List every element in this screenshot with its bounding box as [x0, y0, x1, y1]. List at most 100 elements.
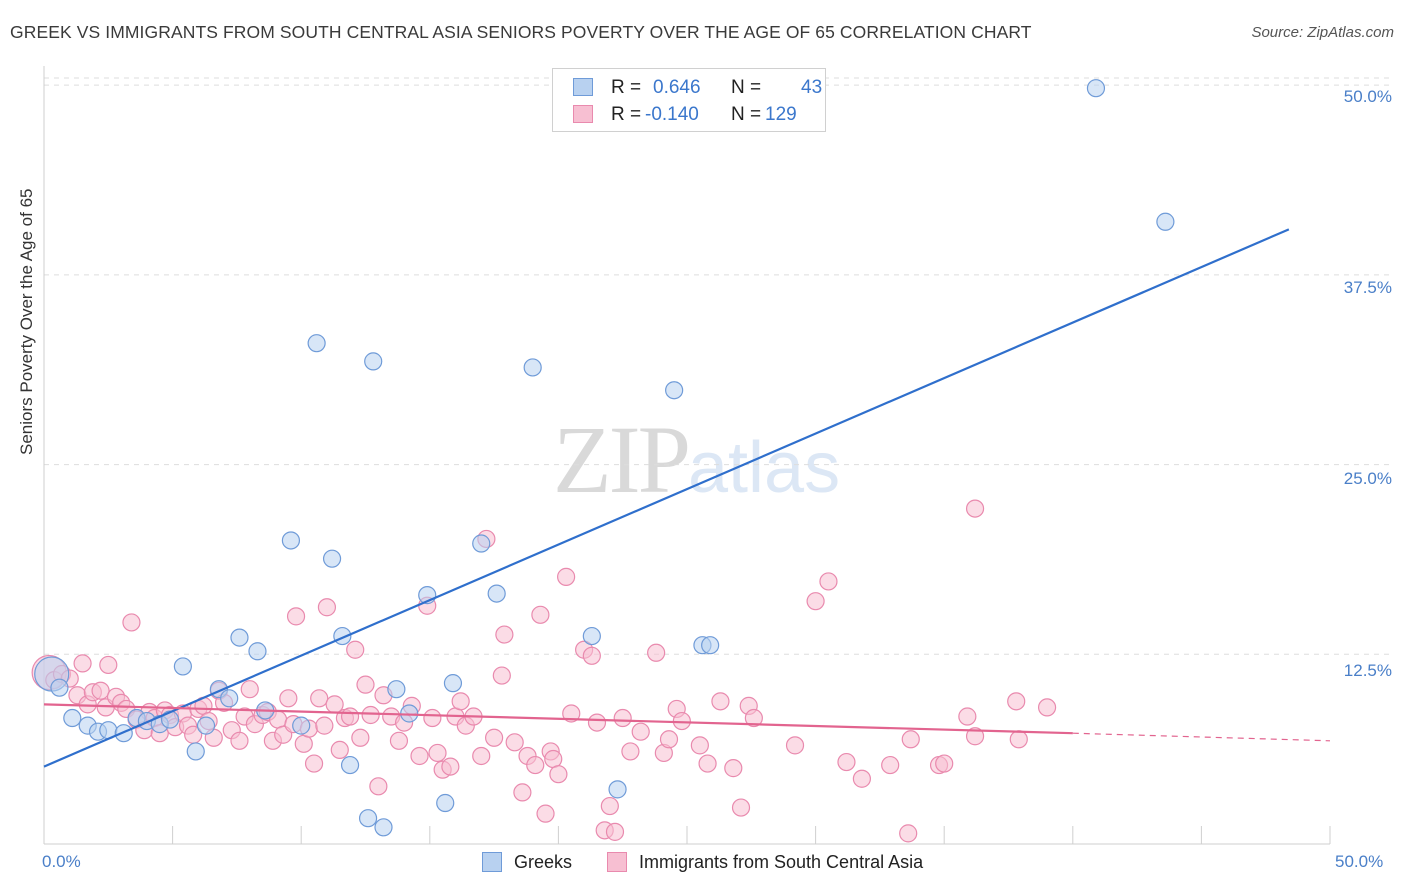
immigrants-point [485, 728, 504, 747]
immigrants-point [659, 730, 679, 749]
immigrants-point [899, 824, 918, 843]
greeks-point [292, 716, 311, 735]
x-tick-label: 0.0% [42, 852, 81, 871]
r-value: 0.646 [653, 77, 701, 98]
immigrants-point [410, 746, 429, 766]
immigrants-point [73, 654, 92, 673]
grid-lines [44, 77, 1393, 655]
immigrants-point [557, 567, 576, 586]
immigrants-point [505, 733, 524, 752]
greeks-point [665, 381, 684, 400]
immigrants-point [122, 613, 141, 632]
n-value: 43 [801, 77, 823, 98]
greeks-point [248, 642, 267, 661]
y-tick-label: 37.5% [1343, 278, 1392, 297]
greeks-point [220, 689, 239, 708]
immigrants-point [582, 646, 601, 665]
immigrants-point [837, 752, 856, 772]
immigrants-point [513, 783, 532, 802]
immigrants-point [356, 675, 375, 694]
immigrants-swatch [607, 852, 627, 872]
immigrants-point [495, 625, 514, 644]
immigrants-point [526, 755, 545, 775]
greeks-point [374, 818, 393, 837]
greeks-point [387, 680, 406, 699]
immigrants-point [279, 689, 298, 708]
immigrants-point [330, 740, 349, 760]
immigrants-point [958, 707, 977, 726]
immigrants-point [369, 777, 388, 796]
immigrants-point [346, 640, 365, 659]
immigrants-point [698, 754, 717, 773]
greeks-point [436, 793, 455, 813]
immigrants-trend-extension [1072, 732, 1331, 742]
immigrants-trend-line [43, 703, 1073, 735]
greeks-point [364, 352, 383, 371]
immigrants-point [472, 746, 491, 766]
greeks-label: Greeks [514, 852, 573, 872]
greeks-point [186, 742, 205, 761]
immigrants-point [744, 708, 763, 728]
immigrants-point [315, 716, 334, 735]
greeks-swatch [482, 852, 502, 872]
immigrants-point [901, 730, 920, 749]
immigrants-point [965, 499, 985, 518]
greeks-point [307, 334, 326, 353]
greeks-point [50, 678, 69, 697]
greeks-point [196, 716, 216, 735]
immigrants-point [340, 707, 360, 726]
r-label: R = [611, 104, 642, 125]
greeks-point [582, 626, 601, 646]
immigrants-point [389, 731, 409, 750]
trend-lines [43, 228, 1331, 768]
greeks-points [34, 79, 1175, 837]
immigrants-point [935, 754, 954, 773]
immigrants-point [731, 798, 751, 817]
immigrants-point [492, 666, 511, 685]
greeks-point [1156, 212, 1175, 231]
immigrants-point [1009, 730, 1028, 749]
immigrants-point [647, 643, 666, 662]
greeks-point [230, 628, 249, 647]
n-value: 129 [765, 104, 797, 125]
legend-row-immigrants: R = -0.140 N = 129 [573, 104, 813, 126]
immigrants-point [544, 749, 563, 769]
legend-item-greeks[interactable]: Greeks [482, 850, 592, 874]
r-value: -0.140 [645, 104, 699, 125]
greeks-point [173, 657, 192, 676]
immigrants-point [621, 742, 640, 761]
greeks-swatch [573, 78, 593, 96]
immigrants-point [91, 681, 110, 700]
source-label: Source: ZipAtlas.com [1251, 24, 1394, 41]
immigrants-point [441, 757, 460, 776]
immigrants-point [613, 708, 632, 728]
y-axis-label: Seniors Poverty Over the Age of 65 [17, 188, 36, 455]
immigrants-point [304, 754, 324, 773]
immigrants-point [724, 759, 743, 778]
immigrants-point [806, 592, 825, 611]
legend-item-immigrants[interactable]: Immigrants from South Central Asia [607, 850, 977, 874]
legend-row-greeks: R = 0.646 N = 43 [573, 77, 822, 99]
immigrants-point [881, 755, 900, 775]
greeks-point [701, 636, 720, 655]
immigrants-point [965, 727, 985, 746]
greeks-point [523, 358, 542, 377]
immigrants-point [294, 734, 313, 753]
r-label: R = [611, 77, 642, 98]
correlation-legend: R = 0.646 N = 43 R = -0.140 N = 129 [552, 68, 826, 132]
y-tick-label: 50.0% [1343, 87, 1392, 106]
greeks-point [358, 809, 378, 828]
greeks-point [487, 584, 506, 603]
greeks-point [322, 549, 342, 568]
immigrants-point [230, 731, 249, 750]
immigrants-point [451, 692, 470, 711]
immigrants-point [531, 605, 550, 624]
immigrants-point [1007, 692, 1026, 711]
chart-title: GREEK VS IMMIGRANTS FROM SOUTH CENTRAL A… [10, 22, 1032, 42]
immigrants-point [852, 769, 871, 788]
immigrants-swatch [573, 105, 593, 123]
greeks-point [1086, 79, 1106, 98]
immigrants-point [562, 704, 581, 723]
immigrants-point [317, 598, 337, 617]
